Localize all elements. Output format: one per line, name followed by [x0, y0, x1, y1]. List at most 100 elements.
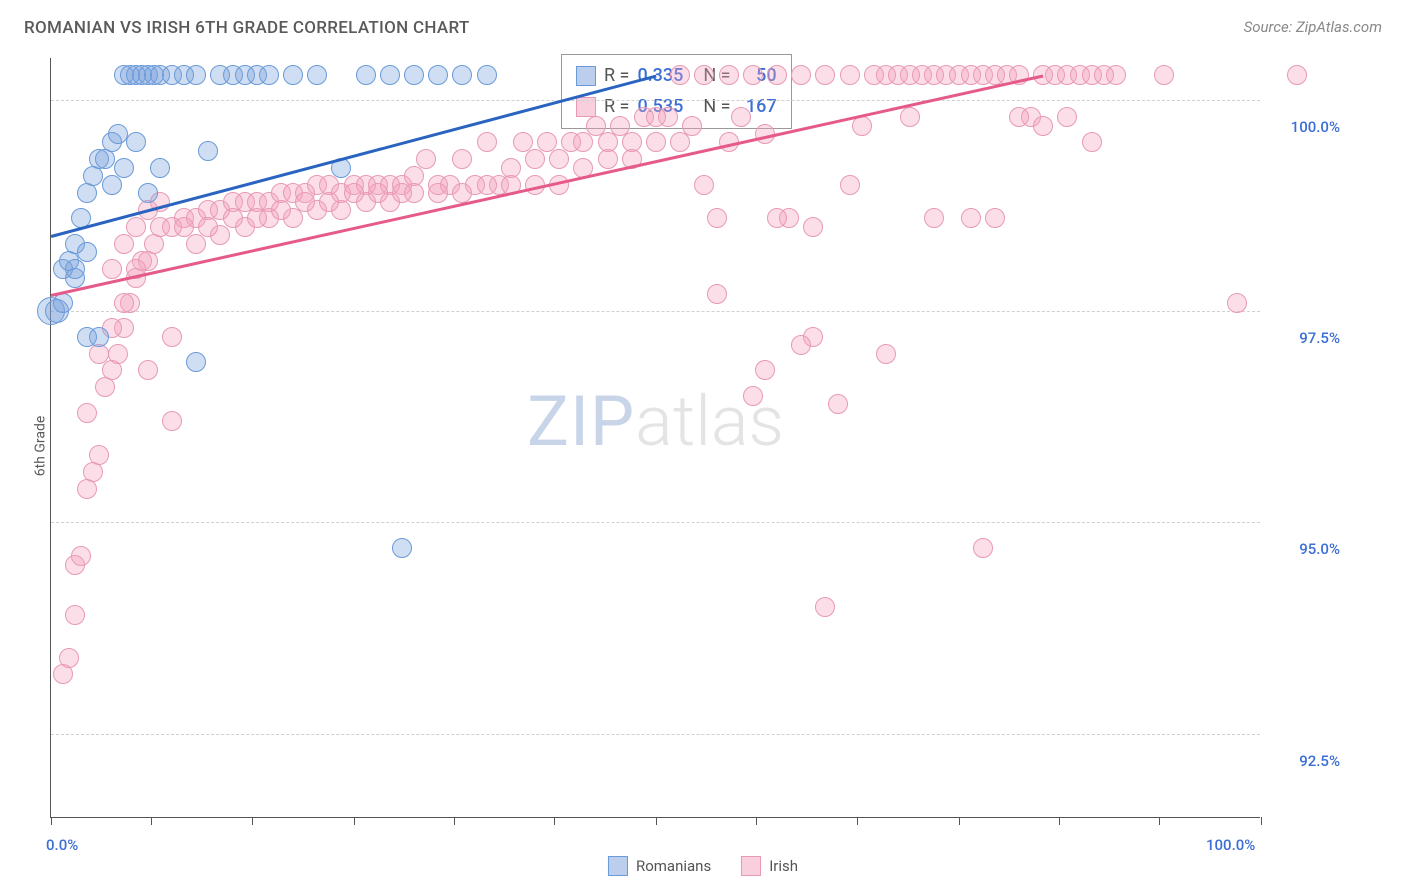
x-tick-label: 100.0% — [1206, 836, 1255, 854]
irish-point — [295, 192, 315, 212]
legend-swatch — [741, 856, 761, 876]
y-tick-label: 97.5% — [1299, 329, 1340, 347]
irish-point — [961, 65, 981, 85]
irish-point — [247, 208, 267, 228]
irish-point — [452, 183, 472, 203]
romanians-point — [283, 65, 303, 85]
x-tick — [354, 817, 355, 825]
gridline — [51, 311, 1260, 312]
irish-point — [791, 335, 811, 355]
legend-label: Romanians — [636, 857, 711, 875]
irish-point — [646, 107, 666, 127]
gridline — [51, 100, 1260, 101]
irish-trend-line — [51, 75, 1044, 297]
irish-point — [89, 445, 109, 465]
chart-container: ROMANIAN VS IRISH 6TH GRADE CORRELATION … — [0, 0, 1406, 892]
bottom-legend: Romanians Irish — [608, 856, 798, 876]
irish-point — [477, 132, 497, 152]
irish-point — [1057, 107, 1077, 127]
irish-point — [719, 65, 739, 85]
irish-point — [767, 208, 787, 228]
irish-point — [162, 411, 182, 431]
romanians-point — [259, 65, 279, 85]
y-axis-label: 6th Grade — [32, 416, 48, 477]
y-tick-label: 95.0% — [1299, 540, 1340, 558]
irish-point — [731, 107, 751, 127]
irish-point — [694, 175, 714, 195]
romanians-point — [138, 183, 158, 203]
plot-area: ZIPatlas R =0.335N =50R =0.535N =167 92.… — [50, 58, 1260, 818]
irish-point — [1082, 132, 1102, 152]
irish-point — [755, 360, 775, 380]
romanians-point — [452, 65, 472, 85]
irish-point — [416, 149, 436, 169]
irish-point — [924, 208, 944, 228]
romanians-point — [307, 65, 327, 85]
irish-point — [840, 175, 860, 195]
irish-point — [71, 546, 91, 566]
irish-point — [319, 192, 339, 212]
romanians-point — [150, 158, 170, 178]
irish-point — [707, 208, 727, 228]
legend-swatch — [608, 856, 628, 876]
x-tick — [1059, 817, 1060, 825]
x-tick — [656, 817, 657, 825]
romanians-point — [108, 124, 128, 144]
irish-point — [743, 65, 763, 85]
romanians-point — [198, 141, 218, 161]
irish-point — [198, 217, 218, 237]
irish-point — [670, 132, 690, 152]
romanians-point — [186, 65, 206, 85]
x-tick — [857, 817, 858, 825]
irish-point — [598, 132, 618, 152]
irish-point — [1227, 293, 1247, 313]
chart-source: Source: ZipAtlas.com — [1244, 18, 1382, 36]
irish-point — [108, 344, 128, 364]
x-tick — [454, 817, 455, 825]
irish-point — [59, 648, 79, 668]
stats-swatch — [576, 66, 596, 86]
romanians-point — [392, 538, 412, 558]
romanians-point — [380, 65, 400, 85]
romanians-point — [114, 158, 134, 178]
irish-point — [1009, 107, 1029, 127]
irish-point — [65, 605, 85, 625]
irish-point — [525, 149, 545, 169]
irish-point — [900, 65, 920, 85]
irish-point — [985, 208, 1005, 228]
x-tick — [959, 817, 960, 825]
irish-point — [549, 149, 569, 169]
irish-point — [114, 293, 134, 313]
irish-point — [815, 65, 835, 85]
x-tick — [554, 817, 555, 825]
irish-point — [803, 217, 823, 237]
irish-point — [1033, 116, 1053, 136]
romanians-point — [428, 65, 448, 85]
romanians-point — [404, 65, 424, 85]
chart-title: ROMANIAN VS IRISH 6TH GRADE CORRELATION … — [24, 18, 470, 38]
irish-point — [186, 234, 206, 254]
irish-point — [452, 149, 472, 169]
romanians-point — [77, 327, 97, 347]
romanians-point — [53, 293, 73, 313]
irish-point — [102, 259, 122, 279]
irish-point — [767, 65, 787, 85]
y-tick-label: 92.5% — [1299, 752, 1340, 770]
irish-point — [973, 538, 993, 558]
legend-item: Irish — [741, 856, 798, 876]
legend-item: Romanians — [608, 856, 711, 876]
irish-point — [961, 208, 981, 228]
irish-point — [743, 386, 763, 406]
gridline — [51, 522, 1260, 523]
irish-point — [573, 132, 593, 152]
watermark-zip: ZIP — [527, 381, 635, 463]
legend-label: Irish — [769, 857, 798, 875]
y-tick-label: 100.0% — [1291, 118, 1340, 136]
romanians-point — [65, 259, 85, 279]
irish-point — [694, 65, 714, 85]
irish-point — [344, 183, 364, 203]
irish-point — [392, 183, 412, 203]
romanians-point — [186, 352, 206, 372]
stats-n-label: N = — [703, 92, 730, 123]
irish-point — [368, 183, 388, 203]
